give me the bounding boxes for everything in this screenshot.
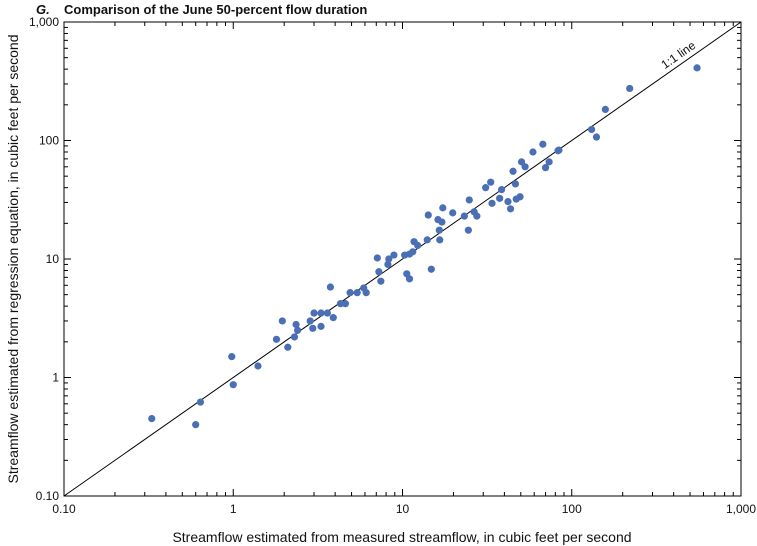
x-tick-label: 1,000 (726, 502, 756, 516)
data-point (254, 362, 262, 370)
data-point (601, 105, 609, 113)
y-axis-title: Streamflow estimated from regression equ… (5, 34, 21, 483)
data-point (555, 146, 563, 154)
data-point (497, 186, 506, 194)
data-point (541, 164, 550, 172)
data-point (488, 199, 496, 207)
data-point (196, 398, 205, 406)
data-point (626, 84, 634, 93)
data-point (427, 265, 435, 273)
x-tick-label: 0.10 (52, 502, 76, 516)
y-tick-label: 0.10 (36, 489, 60, 503)
y-tick-label: 1,000 (29, 15, 59, 29)
data-points (148, 64, 701, 429)
data-point (424, 211, 432, 219)
data-point (353, 289, 361, 297)
data-point (317, 309, 325, 317)
panel-letter: G. (36, 2, 50, 17)
data-point (436, 236, 444, 244)
data-point (435, 226, 443, 234)
x-axis-title: Streamflow estimated from measured strea… (172, 529, 631, 545)
x-axis-ticks (63, 22, 742, 496)
data-point (294, 326, 302, 334)
data-point (465, 196, 473, 204)
data-point (473, 212, 481, 220)
data-point (504, 198, 512, 206)
data-point (587, 125, 596, 134)
data-point (511, 180, 520, 188)
data-point (449, 209, 457, 217)
y-axis-tick-labels: 0.10 1 10 100 1,000 (29, 15, 59, 503)
data-point (326, 283, 335, 291)
x-tick-label: 10 (396, 502, 410, 516)
data-point (693, 64, 701, 72)
data-point (148, 414, 156, 423)
data-point (377, 277, 385, 285)
data-point (390, 251, 398, 259)
data-point (362, 289, 370, 297)
data-point (516, 193, 524, 201)
data-point (496, 194, 504, 202)
data-point (385, 255, 393, 263)
data-point (336, 300, 345, 308)
data-point (310, 309, 318, 317)
y-tick-label: 100 (39, 134, 59, 148)
data-point (375, 268, 383, 276)
data-point (405, 275, 414, 283)
y-tick-label: 10 (46, 252, 60, 266)
data-point (539, 140, 547, 148)
data-point (309, 324, 317, 332)
data-point (506, 205, 515, 213)
data-point (284, 343, 292, 351)
y-tick-label: 1 (52, 371, 59, 385)
data-point (290, 333, 299, 341)
data-point (192, 421, 200, 429)
data-point (414, 241, 422, 250)
data-point (384, 260, 392, 269)
data-point (460, 212, 468, 220)
data-point (278, 317, 286, 325)
data-point (509, 167, 517, 175)
data-point (228, 353, 236, 361)
data-point (464, 226, 472, 234)
data-point (487, 178, 495, 186)
data-point (521, 163, 529, 171)
y-axis-ticks (64, 21, 741, 497)
x-tick-label: 1 (230, 502, 237, 516)
x-tick-label: 100 (562, 502, 582, 516)
data-point (592, 133, 601, 141)
data-point (409, 248, 417, 256)
x-axis-tick-labels: 0.10 1 10 100 1,000 (52, 502, 756, 516)
data-point (529, 148, 537, 156)
data-point (323, 309, 332, 317)
data-point (439, 204, 447, 212)
one-to-one-line (63, 21, 742, 497)
data-point (373, 254, 381, 262)
data-point (545, 158, 553, 166)
data-point (346, 289, 354, 297)
data-point (306, 317, 314, 325)
data-point (329, 314, 337, 322)
data-point (229, 381, 237, 389)
data-point (272, 335, 281, 343)
data-point (341, 300, 350, 308)
data-point (317, 322, 325, 330)
data-point (482, 184, 490, 192)
chart-title: Comparison of the June 50-percent flow d… (64, 2, 367, 17)
data-point (423, 236, 431, 244)
one-to-one-line-label: 1:1 line (658, 38, 698, 72)
data-point (438, 218, 446, 226)
data-point (292, 320, 300, 329)
